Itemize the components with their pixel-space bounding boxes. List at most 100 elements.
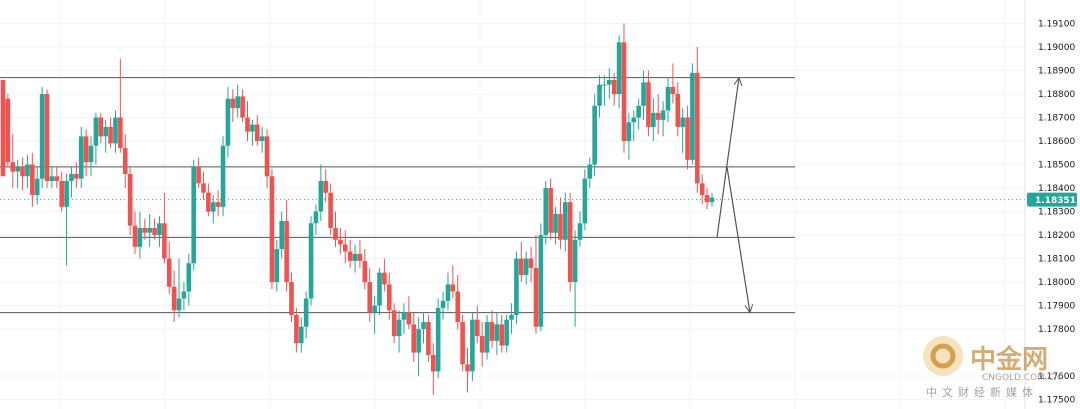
candle-down[interactable] (655, 94, 661, 134)
candle-up[interactable] (470, 312, 475, 381)
candle-up[interactable] (592, 94, 597, 177)
candle-down[interactable] (152, 218, 157, 240)
candle-up[interactable] (34, 166, 40, 205)
candle-down[interactable] (391, 303, 397, 344)
candle-down[interactable] (206, 183, 211, 217)
arrow-up[interactable] (716, 78, 739, 238)
candle-down[interactable] (455, 275, 461, 330)
candle-down[interactable] (382, 258, 387, 292)
candle-down[interactable] (362, 249, 368, 290)
candle-down[interactable] (30, 152, 35, 207)
candle-down[interactable] (127, 166, 133, 236)
candle-up[interactable] (504, 314, 509, 353)
candle-down[interactable] (44, 89, 50, 189)
candle-up[interactable] (220, 136, 226, 217)
candle-up[interactable] (308, 216, 314, 306)
candle-down[interactable] (338, 228, 343, 254)
candle-down[interactable] (122, 133, 128, 189)
candle-up[interactable] (709, 192, 715, 207)
candle-down[interactable] (528, 246, 534, 283)
candle-down[interactable] (450, 265, 456, 299)
arrow-down[interactable] (726, 166, 750, 313)
candle-up[interactable] (396, 310, 402, 353)
candle-down[interactable] (254, 115, 260, 146)
candle-down[interactable] (699, 173, 705, 205)
candle-up[interactable] (563, 192, 568, 252)
candle-down[interactable] (426, 314, 431, 362)
candle-up[interactable] (274, 239, 280, 292)
candle-down[interactable] (519, 242, 524, 283)
candle-up[interactable] (690, 63, 695, 165)
candle-up[interactable] (186, 253, 192, 306)
candle-up[interactable] (416, 317, 421, 377)
candle-up[interactable] (191, 159, 196, 271)
candle-up[interactable] (445, 272, 451, 311)
candle-down[interactable] (474, 305, 480, 344)
candle-up[interactable] (49, 166, 55, 189)
candle-down[interactable] (567, 192, 573, 292)
candle-up[interactable] (250, 119, 255, 146)
candle-up[interactable] (484, 314, 490, 360)
candle-down[interactable] (411, 312, 417, 362)
candle-down[interactable] (611, 72, 617, 106)
candle-down[interactable] (548, 178, 553, 240)
candle-up[interactable] (538, 223, 544, 332)
candle-down[interactable] (98, 112, 104, 144)
candle-up[interactable] (93, 112, 99, 165)
candle-up[interactable] (577, 211, 583, 247)
candle-up[interactable] (372, 296, 377, 334)
candle-up[interactable] (440, 291, 446, 320)
candle-down[interactable] (162, 192, 167, 264)
candle-up[interactable] (660, 101, 666, 137)
candle-up[interactable] (103, 119, 108, 153)
candle-down[interactable] (132, 211, 138, 254)
candle-down[interactable] (196, 157, 201, 189)
candle-down[interactable] (430, 343, 436, 395)
candle-up[interactable] (15, 159, 20, 189)
candle-down[interactable] (465, 347, 470, 393)
candle-up[interactable] (78, 126, 84, 189)
candle-up[interactable] (88, 136, 94, 177)
candle-up[interactable] (279, 211, 285, 259)
candle-up[interactable] (259, 126, 265, 153)
candle-down[interactable] (215, 190, 221, 217)
candle-down[interactable] (357, 239, 363, 268)
candle-down[interactable] (230, 89, 236, 123)
candle-down[interactable] (264, 129, 270, 189)
candle-down[interactable] (675, 82, 681, 137)
candle-up[interactable] (616, 35, 622, 109)
candle-up[interactable] (607, 68, 612, 99)
candle-down[interactable] (118, 58, 123, 153)
candle-down[interactable] (704, 188, 710, 210)
candle-up[interactable] (210, 195, 216, 224)
candle-down[interactable] (533, 235, 539, 334)
candle-up[interactable] (25, 155, 30, 189)
candle-down[interactable] (333, 211, 338, 247)
candle-up[interactable] (636, 98, 641, 130)
candle-up[interactable] (298, 317, 304, 353)
candle-up[interactable] (113, 110, 118, 153)
candle-down[interactable] (289, 272, 294, 323)
candle-down[interactable] (406, 296, 412, 330)
candle-down[interactable] (460, 314, 465, 372)
candle-up[interactable] (147, 213, 152, 247)
candle-down[interactable] (54, 166, 60, 189)
candle-up[interactable] (181, 282, 187, 311)
candle-down[interactable] (695, 47, 700, 193)
candle-down[interactable] (646, 70, 651, 137)
candle-up[interactable] (626, 112, 632, 160)
candle-down[interactable] (479, 322, 485, 367)
candle-down[interactable] (499, 314, 505, 353)
candle-up[interactable] (313, 204, 319, 236)
candle-down[interactable] (342, 230, 348, 264)
candle-down[interactable] (0, 79, 6, 177)
candle-down[interactable] (83, 129, 89, 177)
candle-down[interactable] (74, 162, 79, 189)
candle-down[interactable] (240, 89, 245, 123)
candle-up[interactable] (235, 84, 241, 118)
candle-up[interactable] (303, 291, 309, 339)
candle-up[interactable] (225, 86, 231, 158)
candle-up[interactable] (543, 180, 549, 245)
candle-down[interactable] (20, 157, 25, 191)
